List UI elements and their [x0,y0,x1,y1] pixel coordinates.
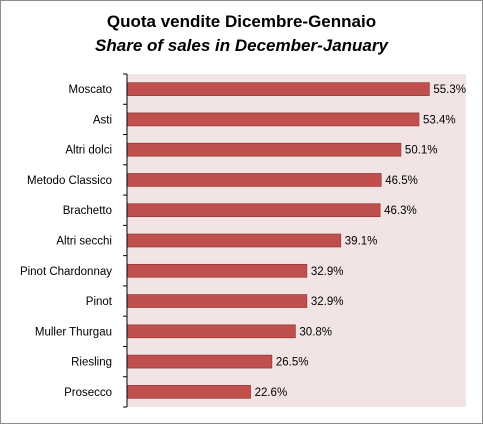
bar-moscato [126,82,430,96]
value-label: 53.4% [423,114,456,126]
category-label: Muller Thurgau [35,326,112,338]
category-label: Pinot Chardonnay [20,266,112,278]
bar-metodo-classico [126,173,382,187]
chart-title: Quota vendite Dicembre-Gennaio [106,12,377,31]
bar-pinot-chardonnay [126,263,308,278]
bar-riesling [126,354,273,369]
bar-pinot [126,294,308,308]
category-label: Brachetto [63,205,112,217]
category-label: Asti [93,114,112,126]
bar-muller-thurgau [126,324,296,339]
value-label: 46.3% [384,205,417,217]
value-label: 32.9% [311,266,344,278]
bar-altri-secchi [126,233,342,248]
category-label: Riesling [71,357,112,369]
bar-altri-dolci [126,142,402,157]
bar-asti [126,112,420,127]
bar-brachetto [126,203,381,218]
value-label: 55.3% [433,84,466,96]
value-label: 22.6% [255,387,288,399]
value-label: 50.1% [405,145,438,157]
value-label: 39.1% [345,236,378,248]
category-label: Altri dolci [65,145,112,157]
bar-prosecco [126,385,251,399]
value-label: 46.5% [385,175,418,187]
category-label: Prosecco [64,387,112,399]
category-label: Altri secchi [56,236,112,248]
value-label: 32.9% [311,296,344,308]
category-label: Pinot [86,296,113,308]
category-label: Metodo Classico [27,175,112,187]
value-label: 26.5% [276,357,309,369]
category-label: Moscato [69,84,112,96]
value-label: 30.8% [299,326,332,338]
chart-subtitle: Share of sales in December-January [95,36,388,55]
